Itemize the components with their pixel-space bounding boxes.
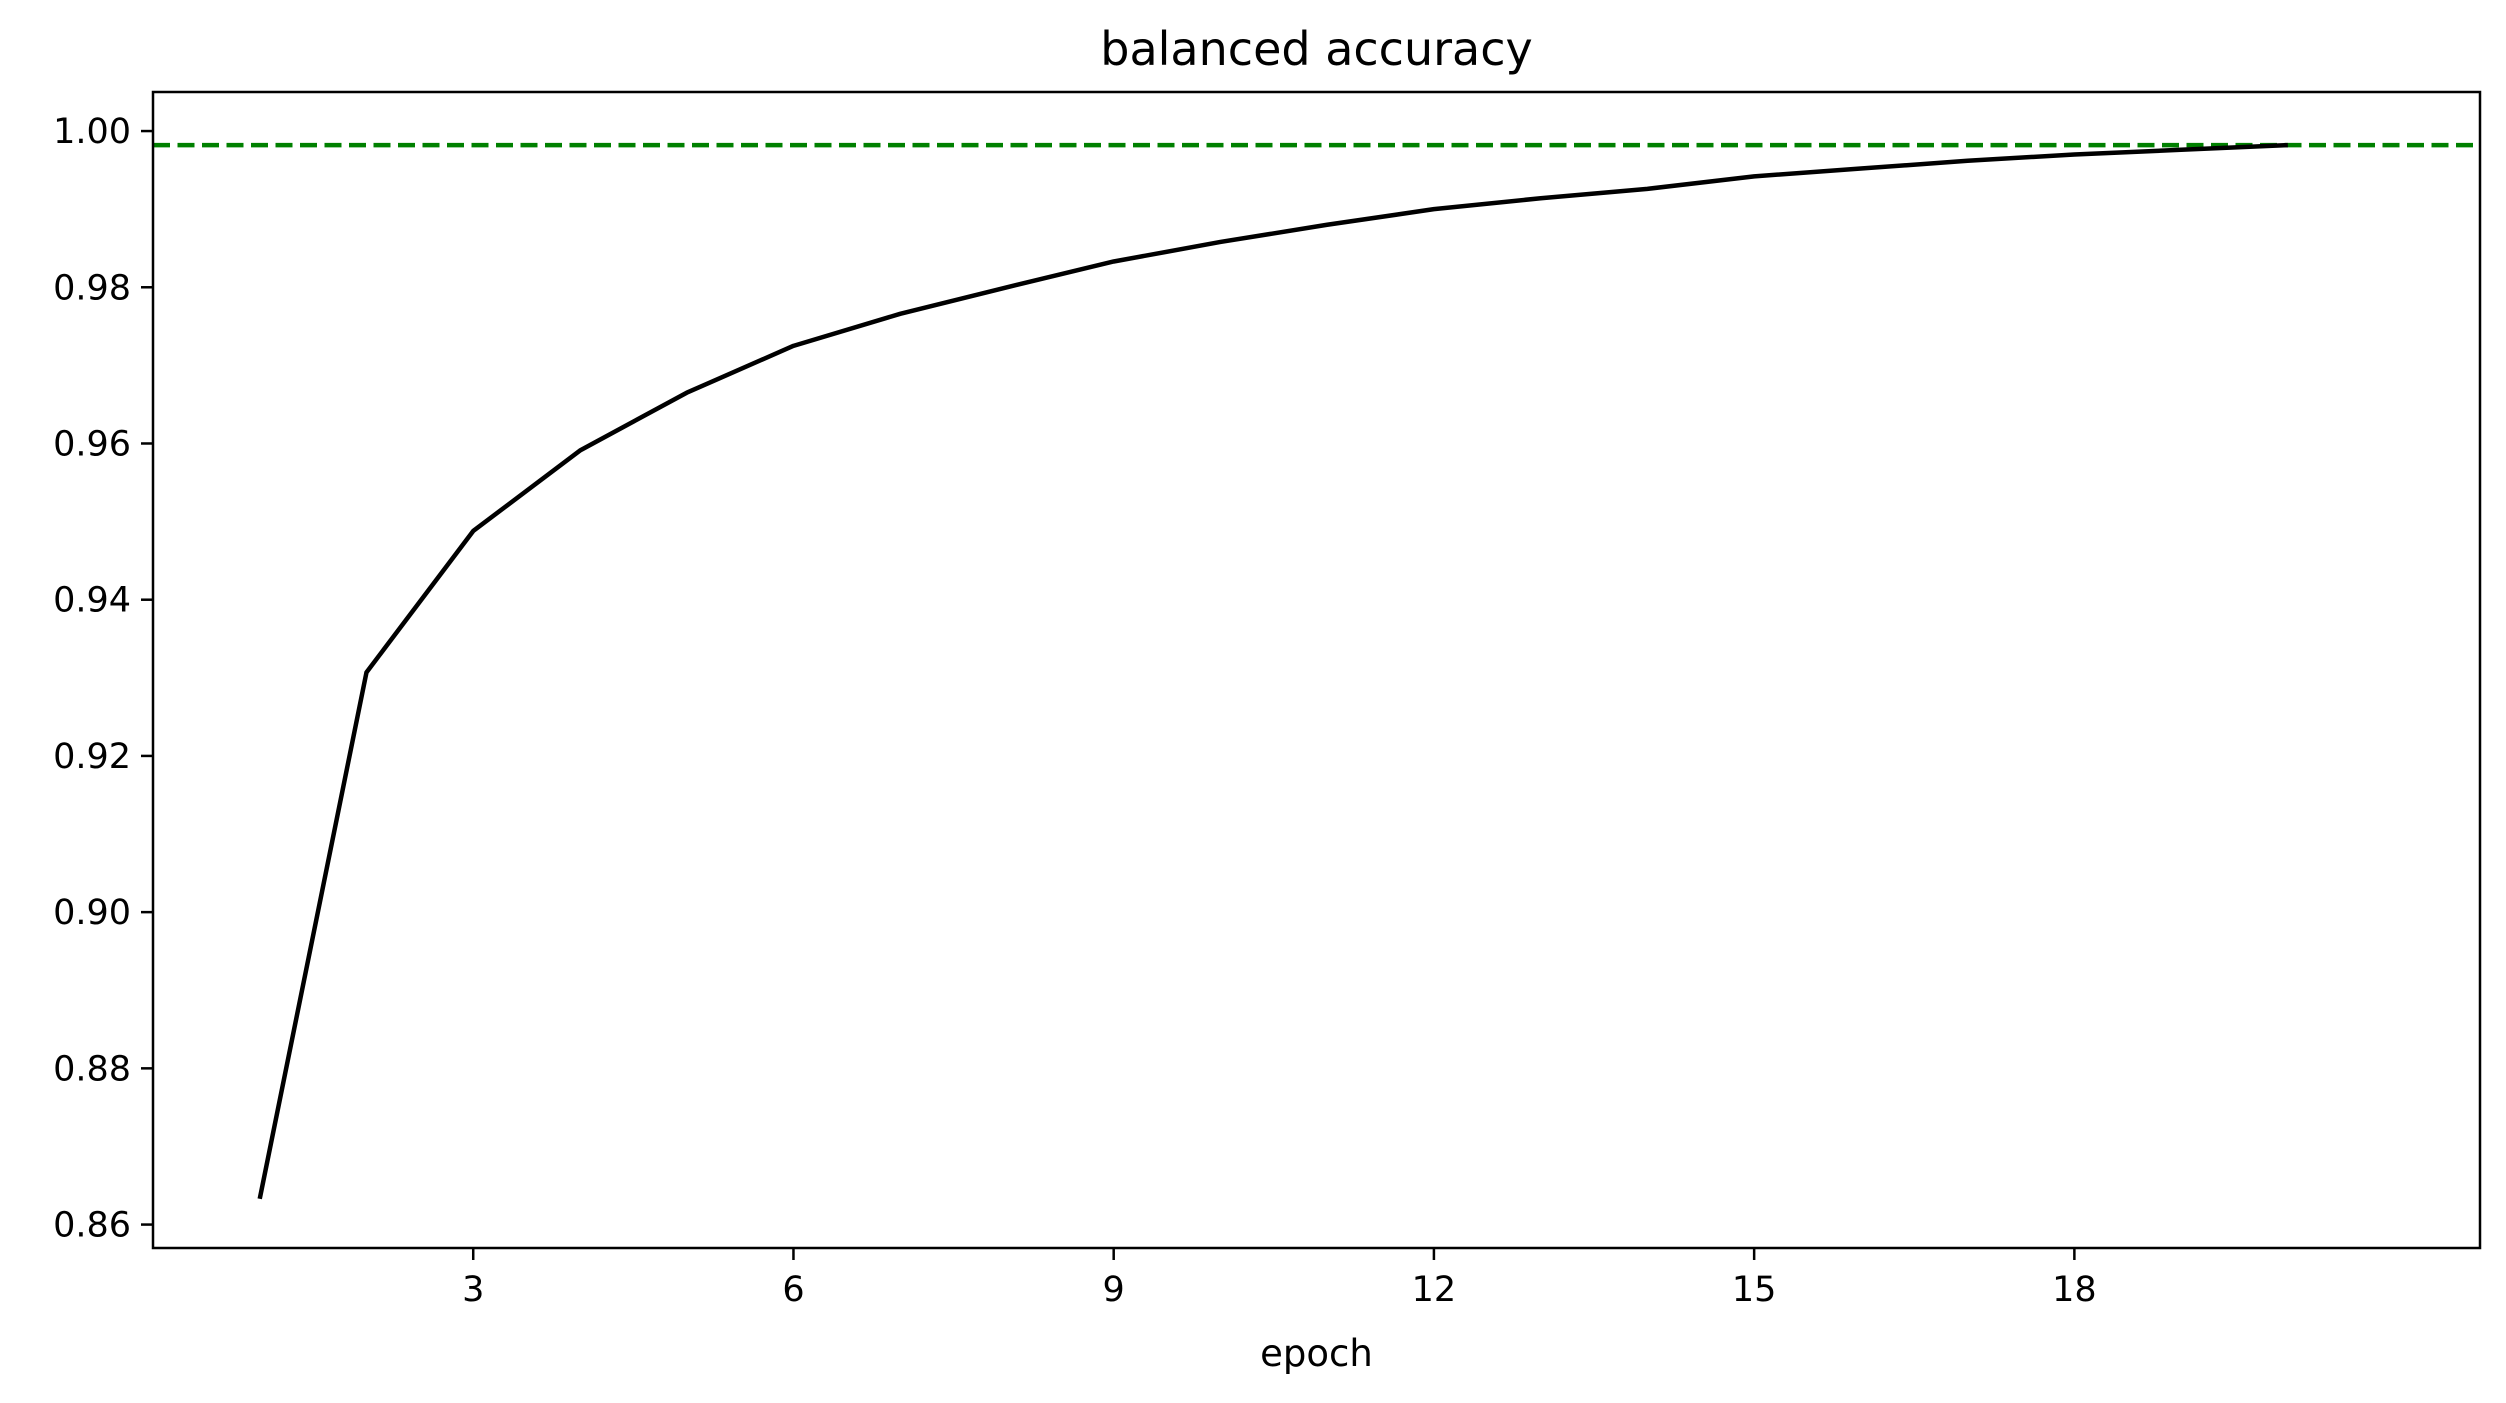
series-line <box>257 142 2288 1200</box>
y-tick-label: 0.96 <box>53 424 131 464</box>
x-tick-label: 6 <box>782 1270 804 1310</box>
x-tick-label: 12 <box>1412 1270 1457 1310</box>
x-axis-ticks: 3 6 9 12 15 18 <box>462 1248 2097 1310</box>
y-tick-label: 0.88 <box>53 1049 131 1089</box>
series-lines <box>257 142 2288 1200</box>
x-tick-label: 18 <box>2052 1270 2097 1310</box>
y-tick-label: 0.86 <box>53 1206 131 1246</box>
y-tick-label: 0.92 <box>53 737 131 777</box>
y-tick-label: 0.90 <box>53 893 131 933</box>
x-axis-title: epoch <box>1260 1332 1373 1375</box>
y-axis-ticks: 0.86 0.88 0.90 0.92 0.94 0.96 0.98 1.00 <box>53 112 153 1246</box>
x-tick-label: 9 <box>1103 1270 1125 1310</box>
y-tick-label: 0.94 <box>53 581 131 621</box>
x-tick-label: 15 <box>1732 1270 1777 1310</box>
plot-frame <box>151 90 2482 1250</box>
chart-title: balanced accuracy <box>1100 22 1532 76</box>
y-tick-label: 0.98 <box>53 268 131 308</box>
x-tick-label: 3 <box>462 1270 484 1310</box>
y-tick-label: 1.00 <box>53 112 131 152</box>
